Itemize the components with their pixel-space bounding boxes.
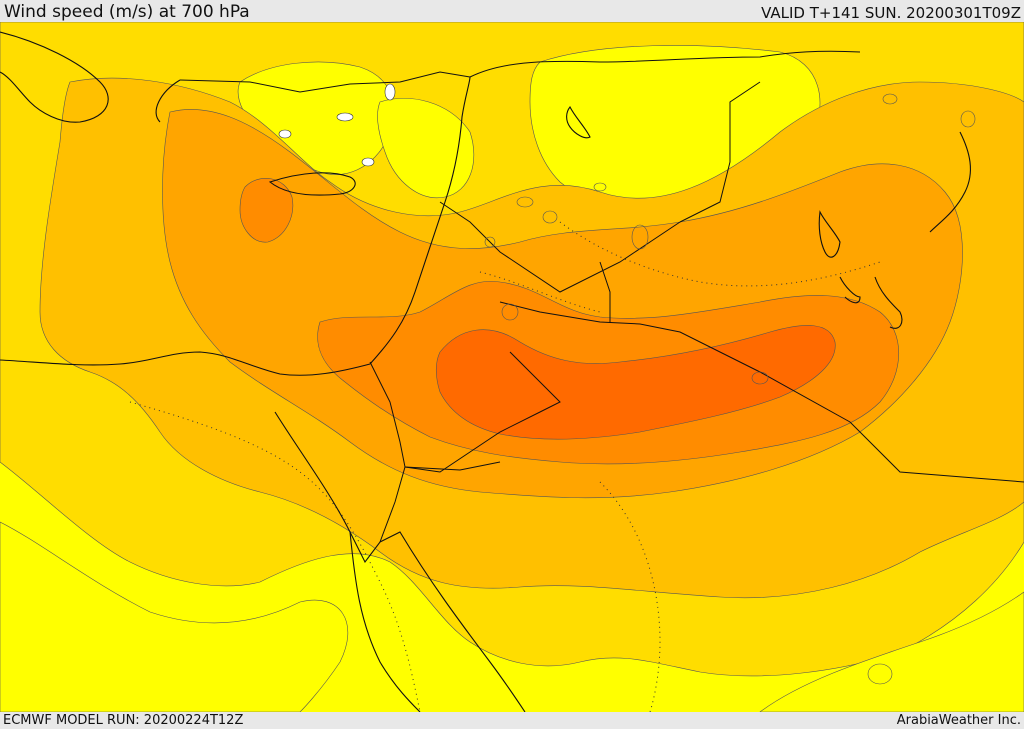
credit-text: ArabiaWeather Inc. bbox=[896, 713, 1021, 728]
contour-blobs bbox=[484, 93, 976, 685]
wind-speed-map bbox=[0, 22, 1024, 712]
wind-band-orange-dark bbox=[435, 325, 836, 440]
small-features bbox=[278, 83, 396, 167]
map-title: Wind speed (m/s) at 700 hPa bbox=[4, 2, 250, 22]
coastlines bbox=[0, 31, 971, 712]
country-borders bbox=[179, 50, 1024, 543]
model-run: ECMWF MODEL RUN: 20200224T12Z bbox=[3, 713, 244, 728]
wind-band-yellow-egypt bbox=[0, 521, 349, 712]
footer-bar: ECMWF MODEL RUN: 20200224T12Z ArabiaWeat… bbox=[0, 712, 1024, 729]
wind-band-yellow-levant bbox=[377, 97, 475, 199]
admin-borders bbox=[129, 221, 881, 712]
header-bar: Wind speed (m/s) at 700 hPa VALID T+141 … bbox=[0, 0, 1024, 22]
valid-time: VALID T+141 SUN. 20200301T09Z bbox=[761, 4, 1021, 22]
wind-band-orange-cyprus bbox=[239, 178, 294, 243]
wind-band-yellow-se bbox=[759, 591, 1024, 712]
